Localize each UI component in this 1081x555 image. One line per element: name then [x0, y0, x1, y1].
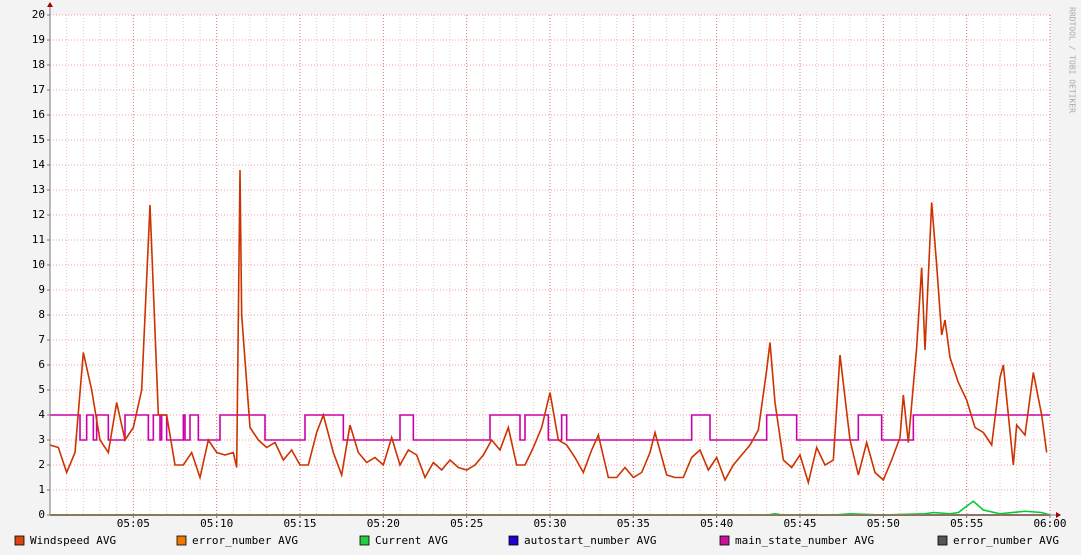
y-tick-label: 3	[38, 433, 45, 446]
legend-swatch	[14, 535, 25, 546]
y-tick-label: 2	[38, 458, 45, 471]
legend-label: main_state_number AVG	[735, 534, 874, 547]
x-tick-label: 05:10	[200, 517, 233, 530]
y-tick-label: 12	[32, 208, 45, 221]
x-tick-label: 06:00	[1033, 517, 1066, 530]
legend-label: Windspeed AVG	[30, 534, 116, 547]
x-tick-label: 05:15	[283, 517, 316, 530]
x-tick-label: 05:35	[617, 517, 650, 530]
y-tick-label: 4	[38, 408, 45, 421]
legend-label: autostart_number AVG	[524, 534, 656, 547]
y-tick-label: 6	[38, 358, 45, 371]
y-tick-label: 9	[38, 283, 45, 296]
y-tick-label: 18	[32, 58, 45, 71]
legend-label: Current AVG	[375, 534, 448, 547]
y-tick-label: 14	[32, 158, 46, 171]
x-tick-label: 05:30	[533, 517, 566, 530]
y-tick-label: 16	[32, 108, 45, 121]
x-tick-label: 05:25	[450, 517, 483, 530]
y-tick-label: 8	[38, 308, 45, 321]
legend-label: error_number AVG	[953, 534, 1059, 547]
legend-swatch	[937, 535, 948, 546]
x-axis-arrow	[1056, 512, 1061, 518]
legend-swatch	[176, 535, 187, 546]
series-line	[49, 169, 1048, 486]
y-tick-label: 15	[32, 133, 45, 146]
y-tick-label: 19	[32, 33, 45, 46]
y-tick-label: 20	[32, 8, 45, 21]
series-line	[50, 414, 1050, 441]
y-axis-arrow	[47, 2, 53, 7]
y-tick-label: 10	[32, 258, 45, 271]
watermark: RRDTOOL / TOBI OETIKER	[1068, 7, 1077, 113]
x-tick-label: 05:20	[367, 517, 400, 530]
y-tick-label: 13	[32, 183, 45, 196]
y-tick-label: 5	[38, 383, 45, 396]
x-tick-label: 05:55	[950, 517, 983, 530]
x-tick-label: 05:45	[783, 517, 816, 530]
y-tick-label: 17	[32, 83, 45, 96]
x-tick-label: 05:40	[700, 517, 733, 530]
legend-swatch	[508, 535, 519, 546]
x-tick-label: 05:50	[867, 517, 900, 530]
x-tick-label: 05:05	[117, 517, 150, 530]
y-tick-label: 11	[32, 233, 45, 246]
y-tick-label: 7	[38, 333, 45, 346]
legend-swatch	[719, 535, 730, 546]
y-tick-label: 1	[38, 483, 45, 496]
y-tick-label: 0	[38, 508, 45, 521]
legend-swatch	[359, 535, 370, 546]
legend-label: error_number AVG	[192, 534, 298, 547]
